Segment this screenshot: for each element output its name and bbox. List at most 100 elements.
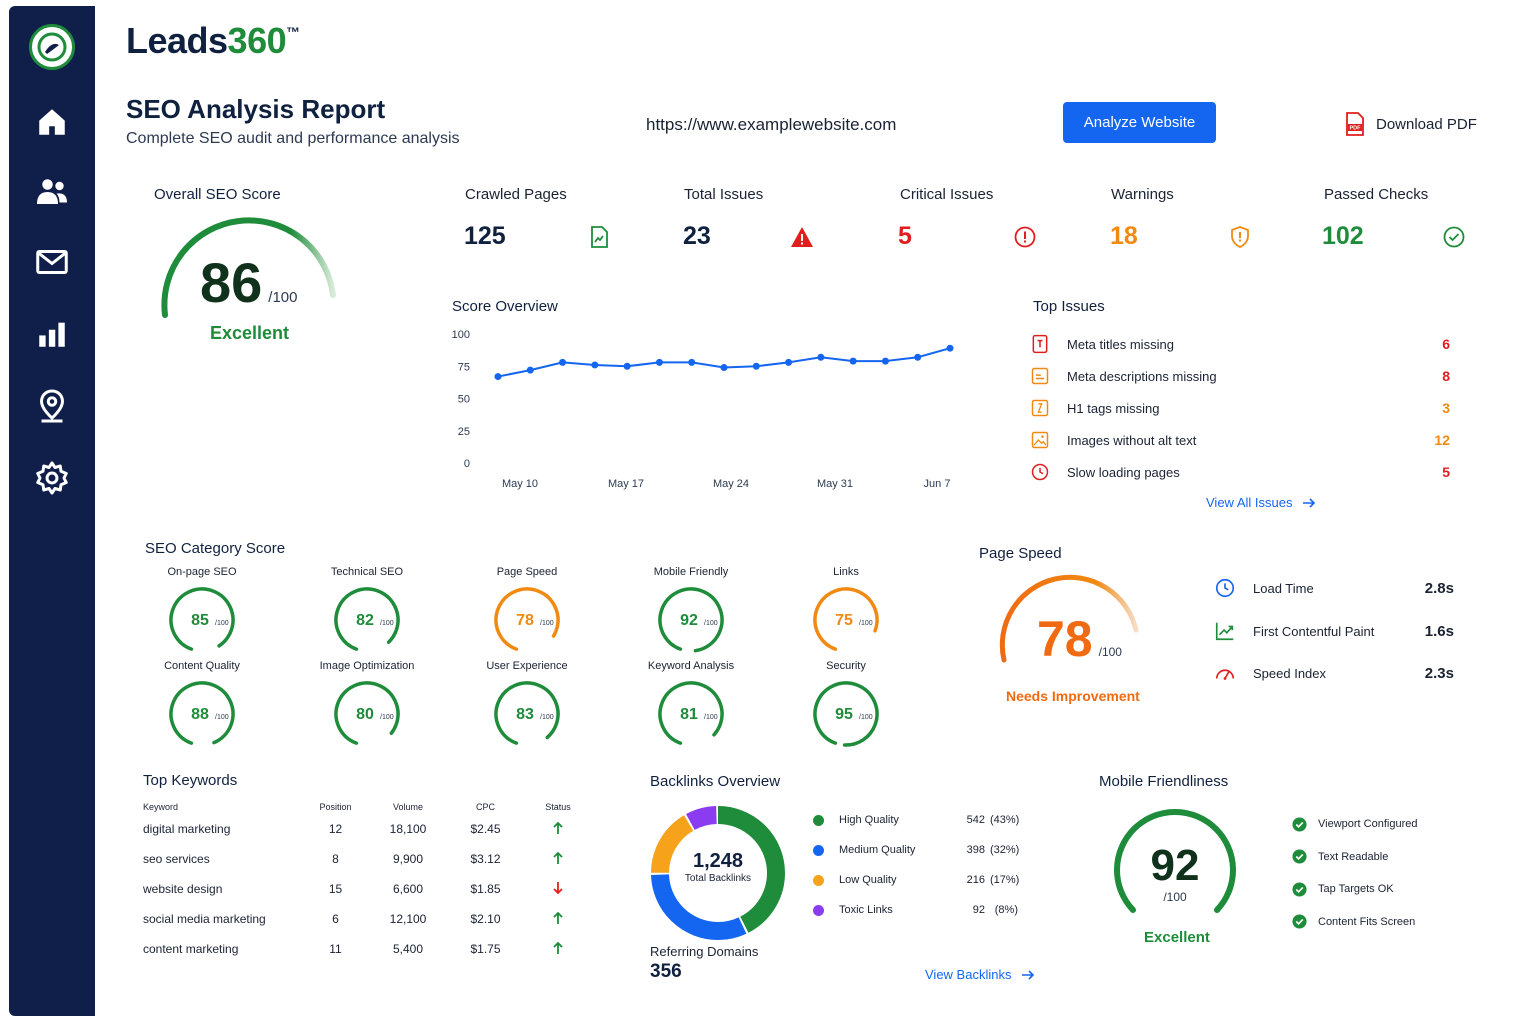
issue-row[interactable]: Meta descriptions missing 8 xyxy=(1030,364,1450,388)
document-icon xyxy=(591,226,608,248)
category-score: 85 xyxy=(191,612,209,629)
table-row[interactable]: digital marketing 12 18,100 $2.45 xyxy=(143,814,593,844)
category-user-experience[interactable]: User Experience 83/100 xyxy=(472,660,582,750)
x-tick-label: May 10 xyxy=(502,478,538,490)
table-row[interactable]: content marketing 11 5,400 $1.75 xyxy=(143,934,593,964)
page-title: SEO Analysis Report xyxy=(126,94,386,124)
table-row[interactable]: website design 15 6,600 $1.85 xyxy=(143,874,593,904)
app-logo[interactable] xyxy=(29,24,75,70)
category-security[interactable]: Security 95/100 xyxy=(791,660,901,750)
status-cell xyxy=(523,844,593,874)
category-max: /100 xyxy=(540,714,554,721)
page-subtitle: Complete SEO audit and performance analy… xyxy=(126,130,460,147)
issue-row[interactable]: Images without alt text 12 xyxy=(1030,428,1450,452)
position-cell: 12 xyxy=(328,822,343,836)
volume-cell: 18,100 xyxy=(389,822,427,836)
score-data-point[interactable] xyxy=(655,358,663,366)
category-max: /100 xyxy=(540,620,554,627)
score-data-point[interactable] xyxy=(785,358,793,366)
issue-row[interactable]: H1 tags missing 3 xyxy=(1030,396,1450,420)
backlinks-title: Backlinks Overview xyxy=(650,773,781,790)
mobile-friendliness-title: Mobile Friendliness xyxy=(1099,773,1229,790)
total-issues-label: Total Issues xyxy=(684,186,764,203)
status-cell xyxy=(523,874,593,904)
status-cell xyxy=(523,814,593,844)
cpc-cell: $3.12 xyxy=(470,852,501,866)
category-max: /100 xyxy=(215,714,229,721)
table-row[interactable]: seo services 8 9,900 $3.12 xyxy=(143,844,593,874)
category-links[interactable]: Links 75/100 xyxy=(791,566,901,656)
donut-slice[interactable] xyxy=(651,806,785,940)
analyze-website-button[interactable]: Analyze Website xyxy=(1063,102,1216,143)
category-keyword-analysis[interactable]: Keyword Analysis 81/100 xyxy=(636,660,746,750)
category-on-page-seo[interactable]: On-page SEO 85/100 xyxy=(147,566,257,656)
page-speed-gauge xyxy=(999,574,1139,663)
check-circle-icon xyxy=(1292,816,1307,832)
score-overview-title: Score Overview xyxy=(452,298,558,315)
bar-chart-icon[interactable] xyxy=(32,314,72,354)
x-tick-label: May 31 xyxy=(817,478,853,490)
score-overview-chart: 100 75 50 25 0 May 10 May 17 May 24 May 31 Jun 7 xyxy=(452,329,954,490)
score-data-point[interactable] xyxy=(914,353,922,361)
category-image-optimization[interactable]: Image Optimization 80/100 xyxy=(312,660,422,750)
volume-cell: 6,600 xyxy=(392,882,424,896)
y-tick-label: 100 xyxy=(452,329,470,341)
score-data-point[interactable] xyxy=(526,366,534,374)
view-all-issues-link[interactable]: View All Issues xyxy=(1206,495,1316,510)
score-data-point[interactable] xyxy=(849,357,857,365)
arrow-down-icon xyxy=(553,881,563,894)
crawled-pages-label: Crawled Pages xyxy=(465,186,567,203)
check-circle-icon xyxy=(1443,226,1465,248)
category-ring: 83/100 xyxy=(494,681,560,747)
cpc-cell: $2.10 xyxy=(470,912,501,926)
category-max: /100 xyxy=(380,714,394,721)
donut-slice[interactable] xyxy=(651,806,785,940)
category-name: User Experience xyxy=(486,660,568,672)
category-technical-seo[interactable]: Technical SEO 82/100 xyxy=(312,566,422,656)
cpc-cell: $1.85 xyxy=(470,882,501,896)
table-row[interactable]: social media marketing 6 12,100 $2.10 xyxy=(143,904,593,934)
score-data-point[interactable] xyxy=(720,364,728,372)
mail-icon[interactable] xyxy=(32,242,72,282)
category-name: Links xyxy=(833,566,859,578)
download-pdf-button[interactable]: PDF Download PDF xyxy=(1344,112,1477,136)
score-data-point[interactable] xyxy=(591,361,599,369)
score-data-point[interactable] xyxy=(623,362,631,370)
category-name: Security xyxy=(826,660,866,672)
page-speed-title: Page Speed xyxy=(979,545,1062,562)
y-tick-label: 50 xyxy=(458,394,470,406)
category-ring: 92/100 xyxy=(658,587,724,653)
location-icon[interactable] xyxy=(32,386,72,426)
score-data-point[interactable] xyxy=(559,358,567,366)
score-data-point[interactable] xyxy=(817,353,825,361)
score-data-point[interactable] xyxy=(946,344,954,352)
legend-item: High Quality 542 (43%) xyxy=(813,810,1019,830)
score-data-point[interactable] xyxy=(688,358,696,366)
clock-icon xyxy=(1215,578,1235,598)
category-mobile-friendly[interactable]: Mobile Friendly 92/100 xyxy=(636,566,746,656)
seo-category-title: SEO Category Score xyxy=(145,540,286,557)
category-page-speed[interactable]: Page Speed 78/100 xyxy=(472,566,582,656)
settings-icon[interactable] xyxy=(32,458,72,498)
position-cell: 6 xyxy=(332,912,339,926)
users-icon[interactable] xyxy=(32,172,72,212)
arrow-right-icon xyxy=(1303,497,1316,508)
website-url[interactable]: https://www.examplewebsite.com xyxy=(646,115,897,134)
speed-index-metric: Speed Index 2.3s xyxy=(1214,660,1454,686)
category-ring: 80/100 xyxy=(334,681,400,747)
page-speed-rating: Needs Improvement xyxy=(1006,688,1140,704)
svg-text:PDF: PDF xyxy=(1350,126,1362,132)
issue-row[interactable]: Meta titles missing 6 xyxy=(1030,332,1450,356)
score-data-point[interactable] xyxy=(494,373,502,381)
category-content-quality[interactable]: Content Quality 88/100 xyxy=(147,660,257,750)
score-data-point[interactable] xyxy=(752,362,760,370)
score-data-point[interactable] xyxy=(881,357,889,365)
category-score: 78 xyxy=(516,612,534,629)
arrow-right-icon xyxy=(1022,969,1035,980)
heading-icon xyxy=(1031,399,1049,417)
category-ring: 82/100 xyxy=(334,587,400,653)
home-icon[interactable] xyxy=(32,102,72,142)
category-max: /100 xyxy=(704,714,718,721)
issue-row[interactable]: Slow loading pages 5 xyxy=(1030,460,1450,484)
view-backlinks-link[interactable]: View Backlinks xyxy=(925,967,1035,982)
